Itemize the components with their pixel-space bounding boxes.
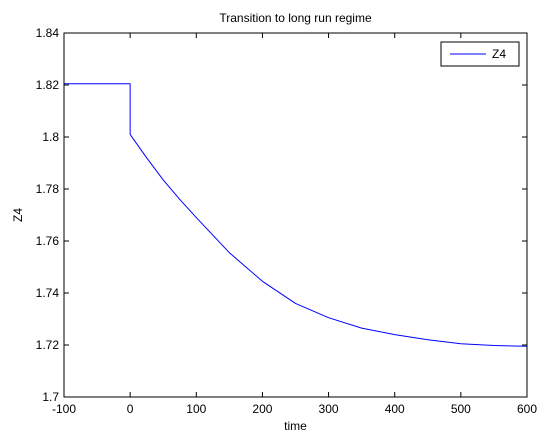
x-tick-label: 0 (127, 402, 134, 416)
chart-title: Transition to long run regime (219, 11, 372, 25)
x-tick-label: 300 (319, 402, 339, 416)
y-tick-label: 1.7 (42, 390, 59, 404)
series-line-z4 (64, 83, 528, 347)
x-tick-label: 200 (252, 402, 272, 416)
x-tick-label: 500 (451, 402, 471, 416)
x-tick-label: -100 (52, 402, 76, 416)
legend-label-z4: Z4 (492, 47, 506, 61)
x-tick-label: 600 (517, 402, 537, 416)
y-axis-label: Z4 (11, 208, 25, 222)
x-tick-label: 100 (186, 402, 206, 416)
series-layer (64, 83, 528, 347)
y-tick-label: 1.76 (36, 234, 60, 248)
y-tick-label: 1.8 (42, 130, 59, 144)
legend: Z4 (440, 41, 520, 67)
plot-area (64, 33, 527, 397)
axis-tick-labels: -100 0 100 200 300 400 500 600 1.7 1.72 1.74 1.76 1.… (36, 26, 538, 416)
y-tick-label: 1.74 (36, 286, 60, 300)
y-tick-label: 1.72 (36, 338, 60, 352)
y-tick-label: 1.84 (36, 26, 60, 40)
y-tick-label: 1.78 (36, 182, 60, 196)
plot-frame (63, 32, 528, 398)
x-tick-label: 400 (385, 402, 405, 416)
x-axis-label: time (284, 419, 307, 433)
y-tick-label: 1.82 (36, 78, 60, 92)
